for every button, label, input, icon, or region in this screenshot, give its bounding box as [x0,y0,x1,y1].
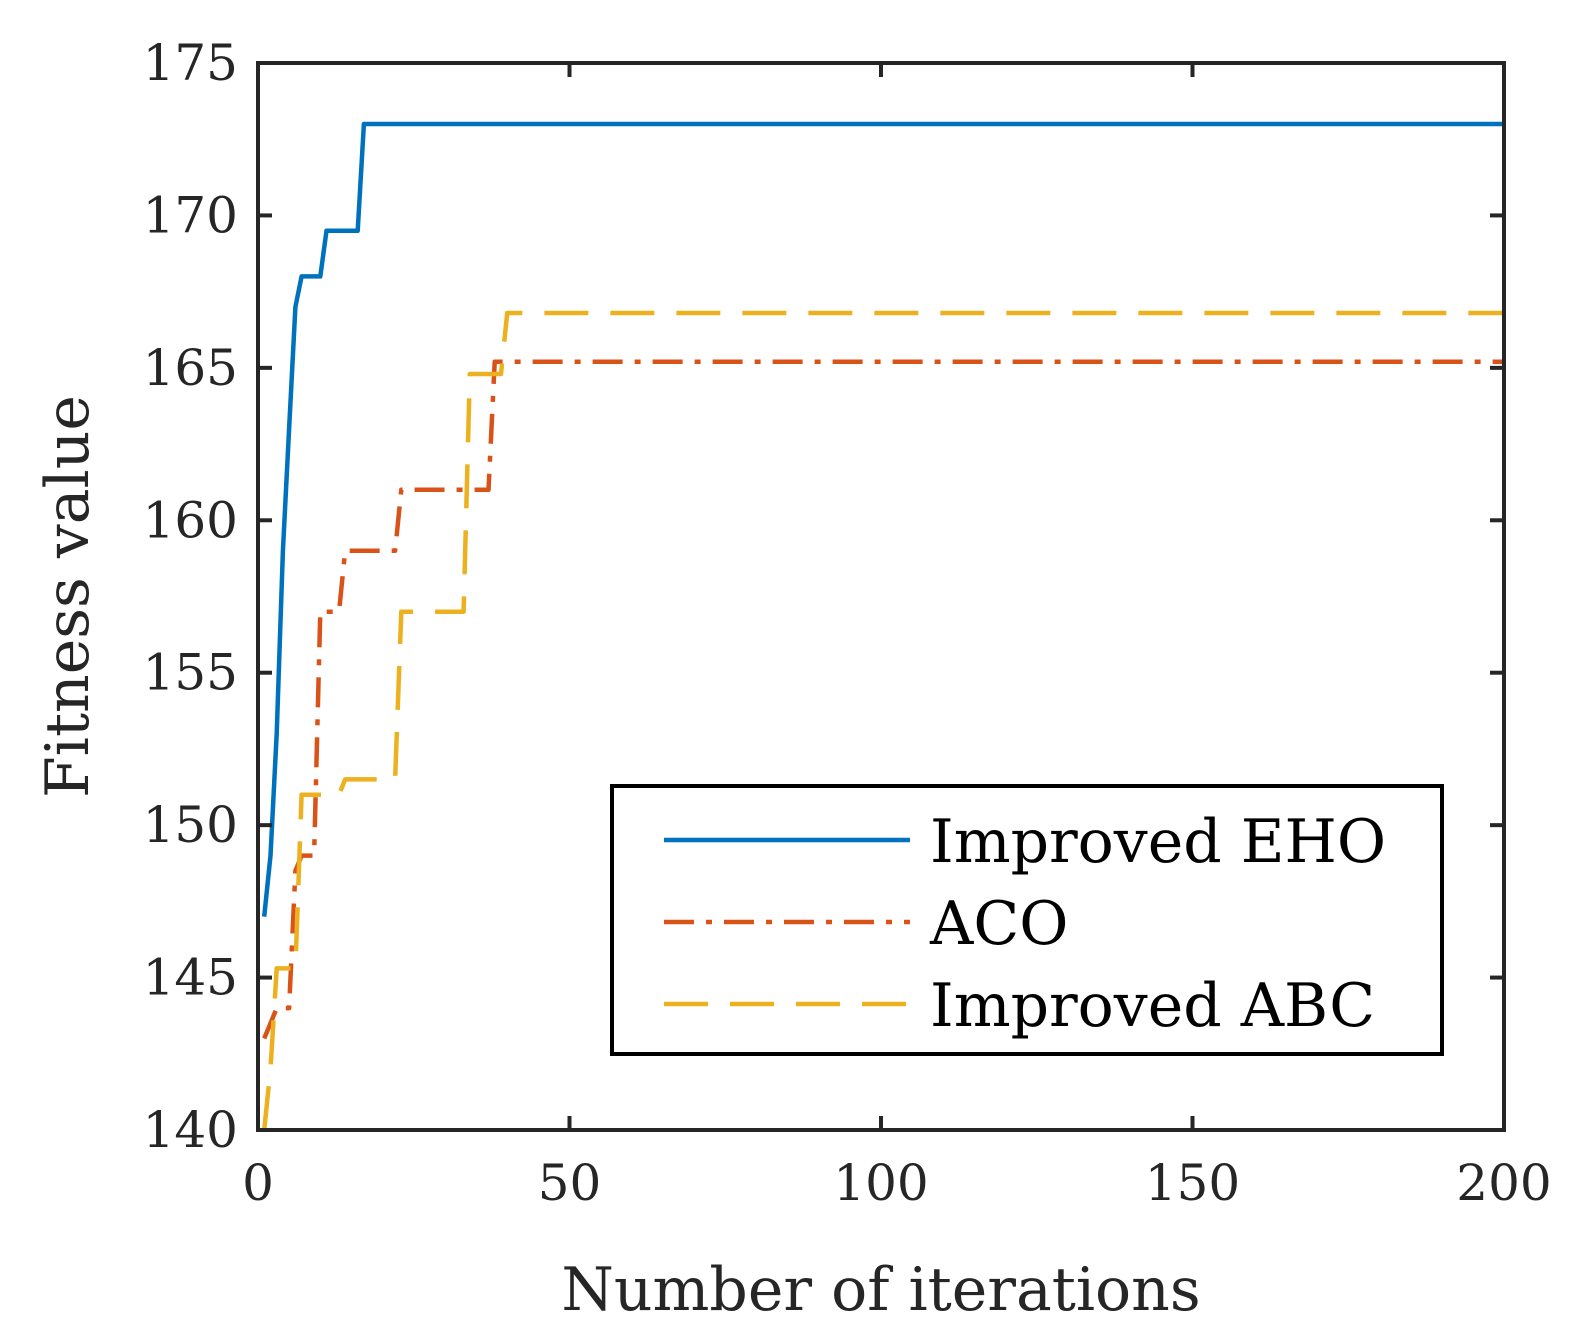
y-tick-label: 155 [143,644,238,702]
x-tick-label: 0 [242,1154,274,1212]
legend: Improved EHO ACO Improved ABC [610,784,1444,1056]
x-tick-label: 50 [538,1154,602,1212]
series-line-improved-abc [261,310,1504,1130]
y-tick-label: 175 [143,34,238,92]
y-tick-label: 150 [143,796,238,854]
y-tick-label: 145 [143,949,238,1007]
series-layer [261,121,1504,1130]
x-tick-label: 100 [833,1154,928,1212]
legend-label-improved-eho: Improved EHO [930,807,1386,877]
y-axis-label: Fitness value [33,395,103,798]
series-line-aco [262,359,1504,1040]
legend-label-improved-abc: Improved ABC [930,971,1375,1041]
y-tick-label: 170 [143,186,238,244]
x-tick-label: 150 [1145,1154,1240,1212]
legend-label-aco: ACO [929,889,1068,959]
x-axis-label: Number of iterations [561,1255,1200,1325]
series-line-improved-eho [261,121,1504,917]
y-tick-label: 160 [143,491,238,549]
x-tick-label: 200 [1456,1154,1551,1212]
y-tick-label: 165 [143,339,238,397]
y-tick-label: 140 [143,1101,238,1159]
ticks-layer: 0 50 100 150 200 140 145 150 155 160 165 170 175 [143,34,1552,1212]
